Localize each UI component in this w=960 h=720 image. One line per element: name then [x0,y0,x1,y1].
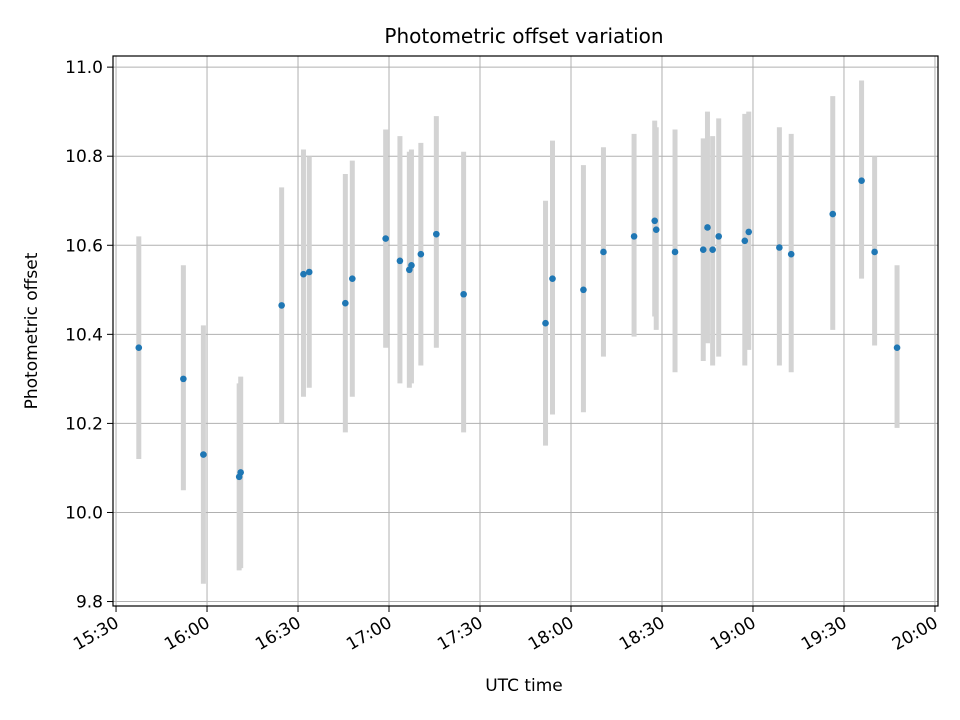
data-point [741,237,749,245]
x-tick-label: 20:00 [889,613,941,655]
y-axis-label: Photometric offset [22,252,42,409]
data-point [180,375,187,383]
x-tick-label: 19:30 [798,613,850,655]
data-point [305,268,313,276]
data-point [300,270,307,278]
data-point [829,210,837,218]
y-tick-label: 11.0 [65,58,103,78]
data-point [651,217,659,225]
x-tick-label: 18:30 [616,613,668,655]
chart-title: Photometric offset variation [384,24,663,48]
data-point [871,248,878,256]
data-point [278,302,285,309]
y-tick-label: 10.4 [65,325,103,345]
grid [113,56,938,606]
data-point [460,290,467,298]
data-point [704,224,711,231]
plot-area [112,55,939,607]
y-tick-label: 10.8 [65,147,103,167]
data-point [237,469,244,476]
data-point [893,344,901,352]
data-point [542,319,549,327]
x-tick-label: 18:00 [525,613,577,655]
data-point [382,235,389,242]
x-axis-ticks: 15:30 16:00 16:30 17:00 17:30 18:00 18:30 19:00… [70,606,941,655]
data-point [699,246,707,254]
y-tick-label: 10.0 [65,503,103,523]
data-point [858,177,865,184]
x-tick-label: 16:00 [161,613,213,655]
x-tick-label: 17:30 [434,613,486,655]
y-tick-label: 9.8 [76,593,103,613]
data-point [342,299,349,307]
x-tick-label: 15:30 [70,613,122,655]
data-point [135,344,143,352]
data-point [652,226,660,233]
y-axis-ticks: 9.8 10.0 10.2 10.4 10.6 10.8 11.0 [65,58,113,613]
data-point [600,248,607,256]
data-point [349,275,356,282]
x-tick-label: 19:00 [707,613,759,655]
x-tick-label: 16:30 [252,613,304,655]
data-point [433,230,440,238]
data-point [709,246,716,254]
data-point [200,451,207,458]
y-tick-label: 10.2 [65,414,103,434]
x-axis-label: UTC time [485,676,563,696]
data-point [745,228,753,236]
data-point [776,244,783,251]
data-point [580,286,587,294]
data-points [135,177,901,481]
y-tick-label: 10.6 [65,236,103,256]
data-point [715,233,723,240]
x-tick-label: 17:00 [343,613,395,655]
data-point [408,262,415,269]
data-point [417,250,425,258]
data-point [630,233,638,240]
data-point [549,275,556,282]
data-point [787,250,795,258]
data-point [671,248,679,256]
data-point [396,257,404,265]
